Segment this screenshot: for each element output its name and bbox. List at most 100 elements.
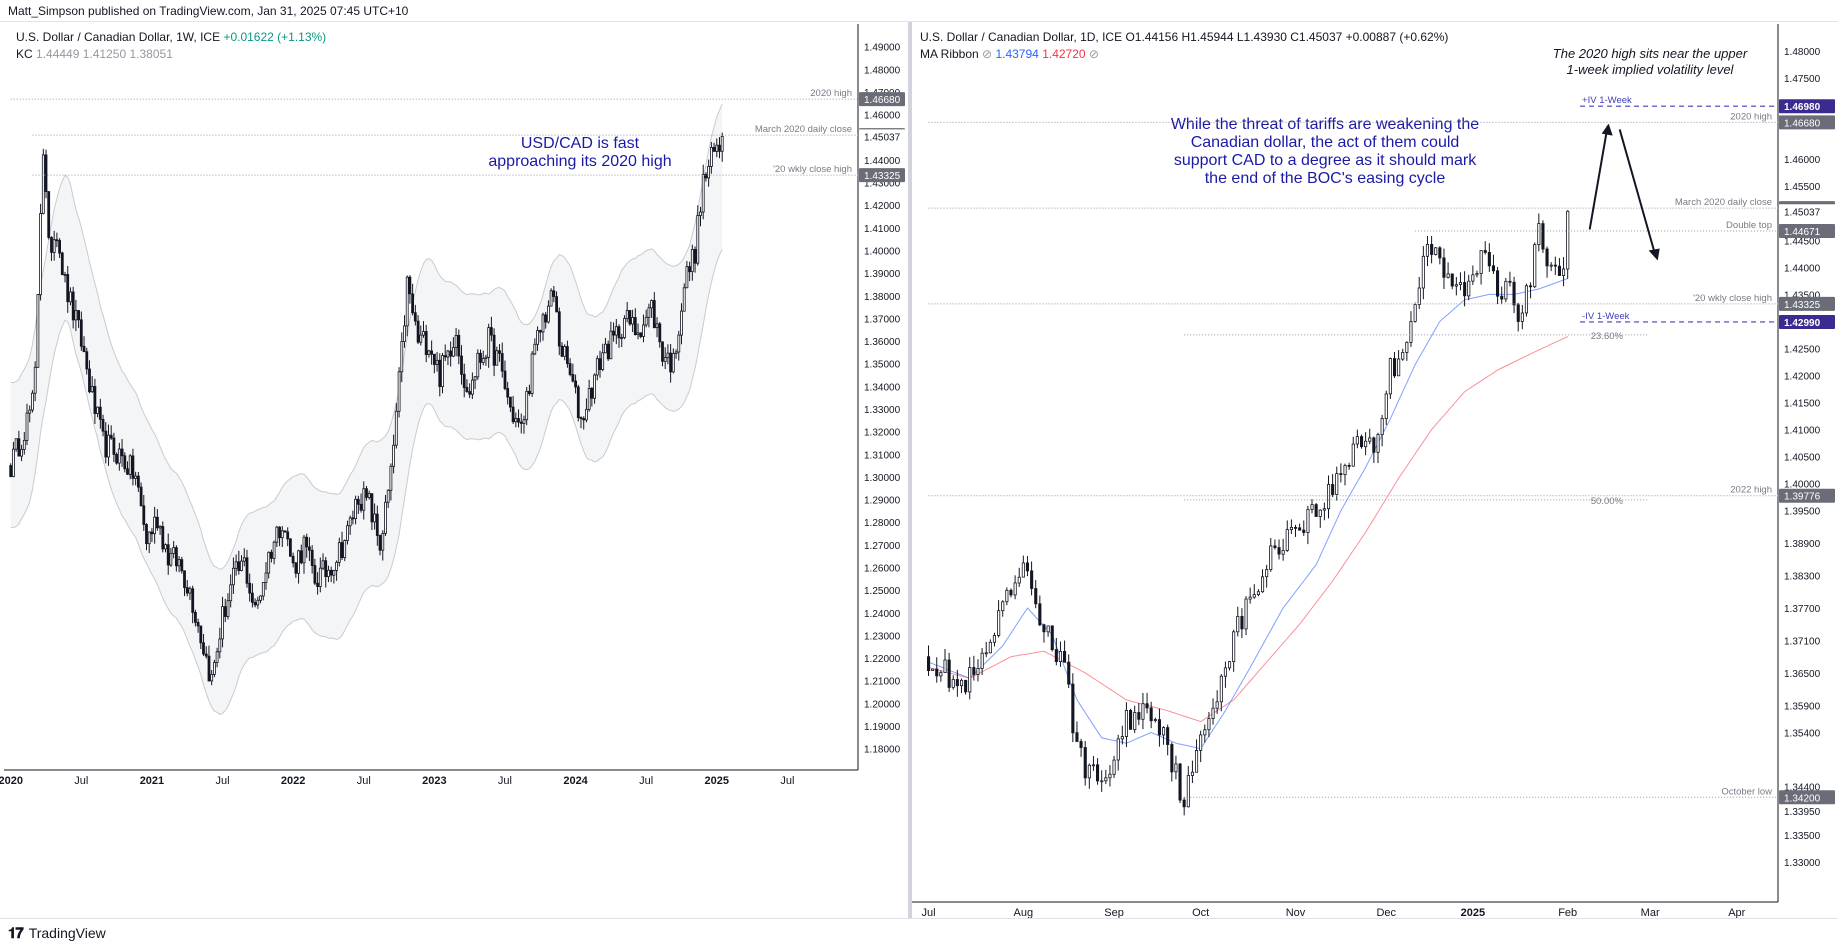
weekly-x-tick-4: 2022 [281, 775, 305, 787]
iv-tag-0: 1.46980 [1784, 102, 1821, 113]
weekly-level-label-1: March 2020 daily close [755, 124, 852, 135]
candle-down [365, 488, 368, 498]
candle-up [392, 444, 396, 467]
candle-down [1393, 358, 1397, 377]
candle-down [378, 535, 382, 551]
candle-down [1314, 504, 1318, 517]
candle-down [131, 455, 135, 479]
candle-down [71, 291, 75, 321]
ribbon-visibility-icon[interactable]: ⊘ [1088, 47, 1099, 61]
candle-up [1289, 527, 1294, 531]
candle-up [1228, 661, 1232, 669]
right-legend: U.S. Dollar / Canadian Dollar, 1D, ICE O… [920, 29, 1448, 63]
candle-down [460, 355, 463, 375]
daily-x-tick-0: Jul [921, 907, 935, 919]
candle-down [101, 418, 105, 432]
candle-up [1058, 651, 1063, 663]
weekly-level-tag-bg-2 [859, 168, 905, 183]
ribbon-settings-icon[interactable]: ⊘ [982, 47, 993, 61]
candle-down [566, 346, 569, 365]
candle-up [931, 668, 935, 671]
candle-down [1240, 616, 1244, 630]
candle-up [63, 274, 67, 276]
candle-down [291, 555, 295, 564]
candle-up [696, 215, 700, 264]
right-legend-title[interactable]: U.S. Dollar / Canadian Dollar, 1D, ICE [920, 30, 1123, 44]
daily-level-label-0: 2020 high [1730, 111, 1772, 122]
candle-up [386, 489, 390, 503]
daily-y-tick-1: 1.47500 [1784, 74, 1821, 85]
candle-down [58, 240, 61, 254]
candle-up [389, 465, 393, 491]
iv-label-1: -IV 1-Week [1582, 311, 1630, 322]
down-arrow-line [1618, 129, 1657, 257]
daily-y-tick-22: 1.34400 [1784, 782, 1821, 793]
candle-up [264, 572, 268, 583]
iv-label-0: +IV 1-Week [1582, 95, 1632, 106]
candle-down [1294, 527, 1298, 529]
candle-down [1075, 732, 1079, 742]
up-arrow-line [1588, 125, 1609, 230]
candle-up [699, 211, 702, 216]
candle-down [590, 387, 594, 399]
candle-up [1343, 464, 1347, 475]
candle-up [522, 419, 526, 424]
candle-up [690, 248, 694, 272]
candle-down [1129, 710, 1133, 730]
candle-up [1203, 729, 1207, 736]
candle-down [375, 513, 379, 536]
candle-up [547, 305, 550, 323]
candle-up [52, 239, 56, 253]
candle-up [367, 493, 371, 498]
candle-down [1083, 747, 1087, 779]
candle-up [609, 330, 613, 360]
candle-up [587, 387, 591, 410]
left-legend-indicator[interactable]: KC [16, 47, 33, 61]
candle-up [1327, 484, 1331, 510]
candle-down [500, 353, 504, 372]
candle-up [1162, 727, 1166, 736]
candle-down [468, 391, 472, 395]
candle-down [9, 465, 13, 478]
daily-y-tick-7: 1.43500 [1784, 290, 1821, 301]
candle-down [538, 330, 542, 333]
candle-up [172, 547, 176, 554]
candle-up [1504, 280, 1508, 300]
daily-y-tick-11: 1.41000 [1784, 426, 1821, 437]
candle-up [454, 334, 458, 348]
candle-down [202, 642, 205, 655]
candle-down [155, 516, 159, 529]
candle-down [1541, 223, 1545, 250]
right-annotation-2-line-1: The 2020 high sits near the upper [1552, 46, 1748, 61]
candle-down [430, 350, 434, 355]
candle-down [199, 625, 203, 644]
daily-x-tick-6: 2025 [1461, 907, 1485, 919]
candle-up [321, 560, 325, 569]
candle-down [1442, 257, 1446, 278]
candle-down [278, 526, 282, 539]
candle-up [536, 330, 539, 345]
candle-up [1351, 443, 1355, 467]
candle-up [1120, 736, 1124, 740]
right-legend-indicator[interactable]: MA Ribbon [920, 47, 979, 61]
pane-divider[interactable] [908, 22, 912, 918]
footer-brand[interactable]: TradingView [28, 925, 106, 941]
candle-up [74, 310, 78, 321]
candle-down [150, 531, 154, 535]
candle-down [204, 653, 208, 657]
candle-up [1046, 625, 1050, 633]
weekly-y-tick-31: 1.18000 [864, 745, 901, 756]
candle-up [677, 334, 681, 353]
candle-up [614, 326, 618, 336]
candle-up [337, 542, 341, 563]
candle-up [1087, 764, 1091, 779]
candle-up [210, 674, 214, 682]
left-legend-title[interactable]: U.S. Dollar / Canadian Dollar, 1W, ICE [16, 30, 221, 44]
candle-up [117, 448, 121, 464]
candle-down [1178, 763, 1182, 801]
weekly-y-tick-20: 1.29000 [864, 496, 901, 507]
candle-up [997, 610, 1001, 636]
candle-up [215, 651, 219, 663]
keltner-upper-band [10, 103, 723, 571]
